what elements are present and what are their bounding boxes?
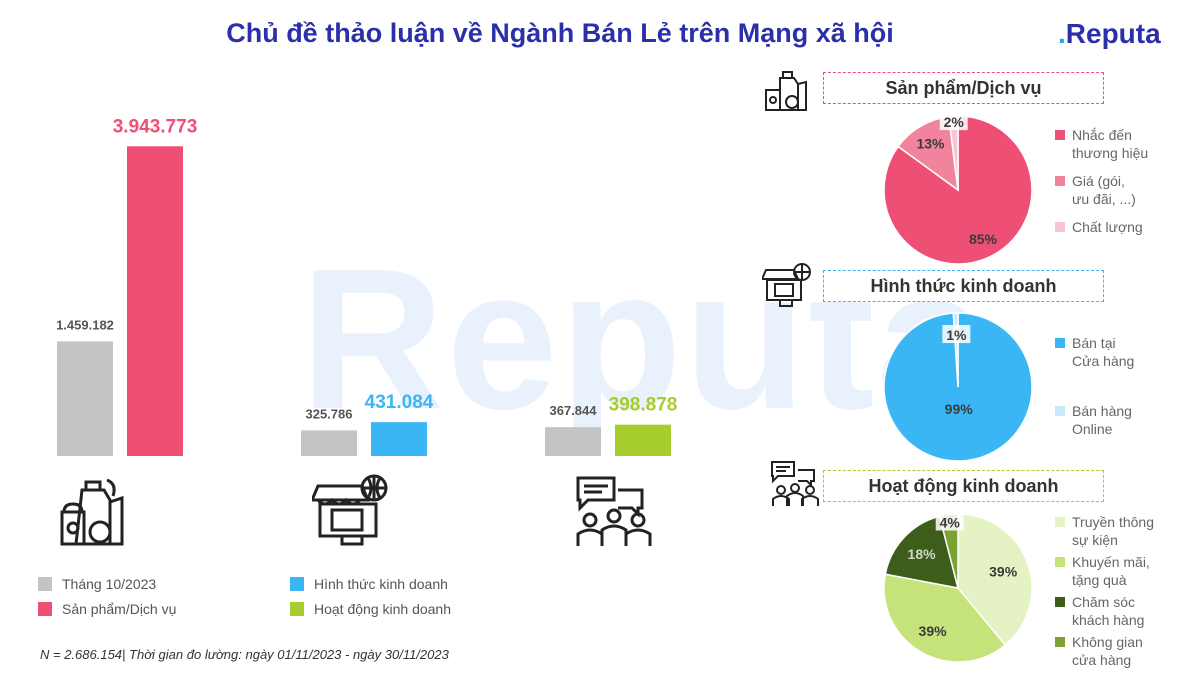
pie-legend-label: Bán tại (1072, 335, 1116, 351)
pie-value-label: 99% (945, 401, 974, 417)
pie-legend-label: Giá (gói, (1072, 173, 1125, 189)
pie-legend-label: Truyền thông (1072, 514, 1154, 530)
pie-legend-swatch (1055, 597, 1065, 607)
grocery-icon (60, 478, 124, 546)
discussion-small-icon (771, 461, 819, 506)
legend-label: Hình thức kinh doanh (314, 576, 448, 592)
bar-chart: 1.459.182 3.943.773 325.786 431.084 367.844 3… (56, 116, 678, 456)
legend-item-business-form: Hình thức kinh doanh (290, 576, 448, 592)
legend-item-product: Sản phẩm/Dịch vụ (38, 601, 176, 617)
legend-label: Hoạt động kinh doanh (314, 601, 451, 617)
pie-slice (884, 515, 960, 589)
pie-value-label: 1% (946, 327, 967, 343)
bar-oct-2 (301, 430, 357, 456)
pie-legend-swatch (1055, 338, 1065, 348)
footnote: N = 2.686.154| Thời gian đo lường: ngày … (40, 647, 449, 662)
pie-legend-item: Nhắc đến thương hiệu (1055, 126, 1148, 162)
page-title: Chủ đề thảo luận về Ngành Bán Lẻ trên Mạ… (226, 18, 894, 48)
pie-legend-item: Giá (gói, ưu đãi, ...) (1055, 172, 1148, 208)
legend-item-business-activity: Hoạt động kinh doanh (290, 601, 451, 617)
pie-legend-product: Nhắc đến thương hiệu Giá (gói, ưu đãi, ...)… (1055, 126, 1148, 240)
pie-legend-swatch (1055, 222, 1065, 232)
bar-value-label: 3.943.773 (113, 116, 198, 137)
bar-value-label: 367.844 (550, 403, 598, 418)
bar-value-label: 1.459.182 (56, 317, 114, 332)
pie-value-label: 4% (940, 515, 961, 531)
pie-legend-label: ưu đãi, ...) (1072, 191, 1136, 207)
pie-value-label: 18% (908, 546, 937, 562)
bar-value-label: 431.084 (365, 392, 434, 413)
pie-legend-swatch (1055, 406, 1065, 416)
pie-label-bg (935, 512, 964, 531)
legend-label: Tháng 10/2023 (62, 576, 157, 592)
pie-legend-swatch (1055, 557, 1065, 567)
pie-value-label: 85% (969, 231, 998, 247)
pie-legend-swatch (1055, 130, 1065, 140)
pie-legend-label: thương hiệu (1072, 145, 1149, 161)
pie-legend-label: Chất lượng (1072, 219, 1143, 235)
online-store-icon (312, 474, 388, 546)
pie-legend-label: Khuyến mãi, (1072, 554, 1150, 570)
grocery-small-icon (765, 71, 807, 111)
store-small-icon (762, 263, 811, 307)
legend-item-oct: Tháng 10/2023 (38, 576, 156, 592)
pie-legend-label: khách hàng (1072, 612, 1145, 628)
pie-legend-label: sự kiện (1072, 532, 1118, 548)
bar-value-label: 398.878 (609, 395, 678, 416)
pie-legend-item: Truyền thông sự kiện (1055, 513, 1154, 549)
bar-oct-3 (545, 427, 601, 456)
pie-legend-label: Online (1072, 421, 1113, 437)
legend-swatch-pink (38, 602, 52, 616)
pie-legend-label: Nhắc đến (1072, 127, 1132, 143)
pie-legend-label: Bán hàng (1072, 403, 1132, 419)
bar-nov-1 (127, 146, 183, 456)
pie-value-label: 13% (916, 136, 945, 152)
pie-legend-label: Không gian (1072, 634, 1143, 650)
pie-legend-item: Khuyến mãi, tặng quà (1055, 553, 1154, 589)
bar-value-label: 325.786 (306, 406, 353, 421)
legend-label: Sản phẩm/Dịch vụ (62, 601, 177, 617)
pie-chart-product: 85% 13% 2% (883, 112, 1033, 265)
pie-value-label: 39% (989, 564, 1018, 580)
section-title-business-activity: Hoạt động kinh doanh (823, 470, 1104, 502)
pie-legend-swatch (1055, 637, 1065, 647)
bar-oct-1 (57, 341, 113, 456)
pie-slice (883, 573, 1007, 663)
pie-legend-label: cửa hàng (1072, 652, 1132, 668)
pie-legend-business-activity: Truyền thông sự kiện Khuyến mãi, tặng quà Ch… (1055, 513, 1154, 673)
pie-slice (957, 513, 1033, 647)
pie-chart-business-form: 99% 1% (883, 312, 1033, 462)
discussion-icon (576, 476, 652, 546)
pie-legend-item: Chất lượng (1055, 218, 1148, 236)
bar-nov-3 (615, 424, 671, 456)
pie-chart-business-activity: 39% 39% 18%4% (883, 512, 1033, 663)
legend-swatch-green (290, 602, 304, 616)
pie-label-bg (939, 112, 968, 131)
pie-legend-item: Bán hàng Online (1055, 402, 1134, 438)
section-title-product: Sản phẩm/Dịch vụ (823, 72, 1104, 104)
pie-legend-item: Bán tại Cửa hàng (1055, 334, 1134, 370)
legend-swatch-blue (290, 577, 304, 591)
pie-label-bg (942, 325, 971, 344)
pie-legend-label: Chăm sóc (1072, 594, 1136, 610)
pie-legend-swatch (1055, 176, 1065, 186)
pie-value-label: 2% (944, 114, 965, 130)
pie-legend-business-form: Bán tại Cửa hàng Bán hàng Online (1055, 334, 1134, 442)
pie-value-label: 39% (919, 623, 948, 639)
section-title-business-form: Hình thức kinh doanh (823, 270, 1104, 302)
pie-legend-label: Cửa hàng (1072, 353, 1135, 369)
bar-nov-2 (371, 422, 427, 456)
pie-legend-swatch (1055, 517, 1065, 527)
pie-legend-item: Không gian cửa hàng (1055, 633, 1154, 669)
pie-legend-label: tặng quà (1072, 572, 1127, 588)
brand-logo: .Reputa (1058, 18, 1161, 49)
legend-swatch-gray (38, 577, 52, 591)
pie-legend-item: Chăm sóc khách hàng (1055, 593, 1154, 629)
